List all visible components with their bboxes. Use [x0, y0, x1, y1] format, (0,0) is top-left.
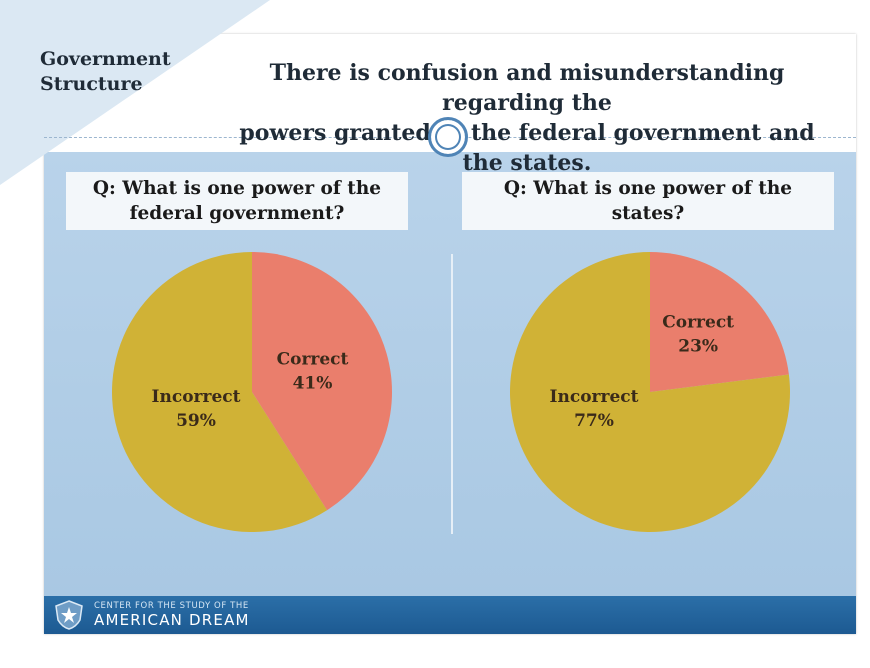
pie-chart-states: Correct 23% Incorrect 77%: [510, 252, 790, 532]
pie-label-correct: Correct: [277, 349, 349, 369]
pie-slice-incorrect: [510, 252, 790, 532]
pie-value-incorrect: 77%: [574, 411, 614, 431]
pie-label-incorrect: Incorrect: [152, 387, 241, 407]
footer-org-line1: CENTER FOR THE STUDY OF THE: [94, 601, 249, 611]
footer-org-line2: AMERICAN DREAM: [94, 611, 250, 629]
section-label-line2: Structure: [40, 73, 143, 95]
question-states-line2: states?: [611, 203, 685, 224]
pie-value-correct: 41%: [293, 373, 333, 393]
question-federal-line1: Q: What is one power of the: [92, 178, 382, 199]
slide-title: There is confusion and misunderstanding …: [222, 58, 832, 178]
pie-value-incorrect: 59%: [176, 411, 216, 431]
star-shield-icon: [55, 600, 83, 630]
question-federal-line2: federal government?: [129, 203, 345, 224]
pie-slice-correct: [650, 252, 789, 392]
question-federal: Q: What is one power of the federal gove…: [66, 172, 408, 230]
corner-tab: [0, 0, 270, 185]
question-states: Q: What is one power of the states?: [462, 172, 834, 230]
pie-label-correct: Correct: [662, 312, 734, 332]
pie-label-incorrect: Incorrect: [550, 387, 639, 407]
slide-title-line1: There is confusion and misunderstanding …: [269, 60, 785, 116]
divider-ring-icon: [428, 117, 468, 157]
pie-chart-federal: Correct 41% Incorrect 59%: [111, 252, 392, 532]
pie-slice-incorrect: [111, 252, 328, 532]
question-states-line1: Q: What is one power of the: [503, 178, 793, 199]
slide-title-line2: powers granted to the federal government…: [239, 120, 815, 176]
footer-bar: [44, 596, 856, 634]
section-label: Government Structure: [40, 47, 171, 97]
pie-value-correct: 23%: [678, 336, 718, 356]
pie-slice-correct: [252, 252, 392, 511]
section-label-line1: Government: [40, 48, 171, 70]
chart-separator: [451, 254, 453, 534]
